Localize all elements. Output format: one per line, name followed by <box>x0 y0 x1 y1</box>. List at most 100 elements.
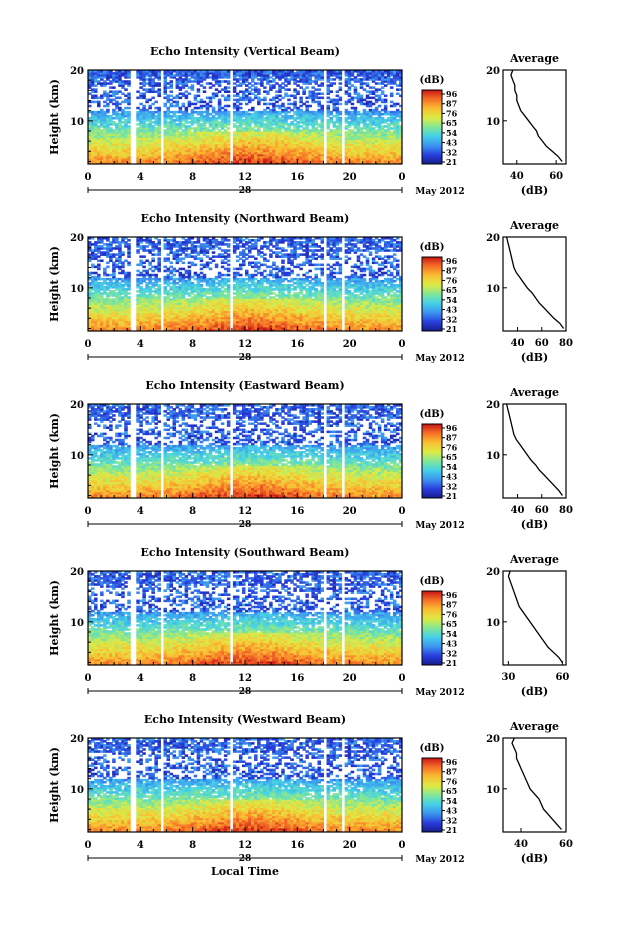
heatmap-cell <box>91 153 95 157</box>
heatmap-cell <box>172 100 177 104</box>
heatmap-cell <box>97 153 101 157</box>
heatmap-cell <box>142 273 146 277</box>
heatmap-cell <box>380 117 385 120</box>
heatmap-cell <box>166 121 171 124</box>
heatmap-cell <box>220 94 225 98</box>
heatmap-cell <box>193 110 198 114</box>
heatmap-cell <box>118 90 122 93</box>
heatmap-cell <box>290 114 294 118</box>
heatmap-cell <box>142 239 146 242</box>
heatmap-cell <box>163 125 167 128</box>
heatmap-cell <box>118 241 122 244</box>
heatmap-cell <box>115 143 119 147</box>
heatmap-cell <box>263 90 267 93</box>
heatmap-cell <box>157 123 161 126</box>
heatmap-cell <box>88 86 92 89</box>
heatmap-cell <box>332 129 337 132</box>
month-label: May 2012 <box>415 187 464 197</box>
heatmap-cell <box>245 84 249 87</box>
heatmap-cell <box>121 70 125 73</box>
heatmap-cell <box>157 110 161 114</box>
heatmap-cell <box>112 145 116 149</box>
heatmap-cell <box>142 161 146 165</box>
heatmap-cell <box>157 133 161 136</box>
heatmap-cell <box>278 94 282 98</box>
heatmap-cell <box>151 82 155 85</box>
heatmap-cell <box>187 261 192 265</box>
heatmap-cell <box>356 117 361 120</box>
heatmap-cell <box>115 149 119 153</box>
heatmap-cell <box>359 94 364 98</box>
heatmap-cell <box>97 72 101 75</box>
heatmap-cell <box>124 80 128 83</box>
heatmap-cell <box>124 70 128 73</box>
heatmap-cell <box>145 277 149 281</box>
heatmap-cell <box>103 112 107 116</box>
heatmap-cell <box>124 271 128 275</box>
heatmap-cell <box>163 88 167 91</box>
heatmap-cell <box>91 123 95 126</box>
heatmap-cell <box>127 139 131 143</box>
heatmap-cell <box>106 74 110 77</box>
heatmap-cell <box>154 123 158 126</box>
heatmap-cell <box>166 290 171 293</box>
heatmap-cell <box>281 131 285 134</box>
heatmap-cell <box>169 275 174 279</box>
heatmap-cell <box>338 110 343 114</box>
heatmap-cell <box>94 133 98 136</box>
heatmap-cell <box>187 298 192 301</box>
heatmap-cell <box>311 90 315 93</box>
heatmap-cell <box>157 257 161 260</box>
heatmap-cell <box>389 104 394 108</box>
heatmap-cell <box>142 74 146 77</box>
heatmap-cell <box>208 261 213 265</box>
heatmap-cell <box>208 267 213 271</box>
heatmap-cell <box>112 137 116 140</box>
heatmap-cell <box>148 137 152 140</box>
heatmap-cell <box>124 155 128 159</box>
heatmap-cell <box>151 70 155 73</box>
heatmap-cell <box>148 114 152 118</box>
heatmap-cell <box>281 102 285 106</box>
heatmap-cell <box>118 80 122 83</box>
heatmap-cell <box>181 247 186 250</box>
heatmap-cell <box>115 112 119 116</box>
heatmap-cell <box>97 161 101 165</box>
heatmap-cell <box>109 253 113 256</box>
heatmap-cell <box>163 135 167 138</box>
heatmap-cell <box>169 292 174 295</box>
heatmap-cell <box>296 84 300 87</box>
heatmap-cell <box>106 139 110 143</box>
heatmap-cell <box>314 88 318 91</box>
heatmap-cell <box>163 80 167 83</box>
heatmap-cell <box>100 139 104 143</box>
heatmap-cell <box>91 125 95 128</box>
heatmap-cell <box>190 102 195 106</box>
heatmap-cell <box>157 119 161 122</box>
heatmap-cell <box>139 133 143 136</box>
heatmap-cell <box>124 153 128 157</box>
heatmap-cell <box>196 94 201 98</box>
heatmap-cell <box>154 296 158 299</box>
heatmap-cell <box>241 110 246 114</box>
heatmap-cell <box>163 72 167 75</box>
heatmap-cell <box>106 137 110 140</box>
heatmap-cell <box>196 251 201 254</box>
heatmap-cell <box>154 90 158 93</box>
heatmap-cell <box>148 82 152 85</box>
heatmap-cell <box>251 84 255 87</box>
heatmap-cell <box>112 90 116 93</box>
heatmap-cell <box>142 88 146 91</box>
heatmap-cell <box>136 74 140 77</box>
heatmap-cell <box>284 106 288 110</box>
heatmap-cell <box>223 80 228 83</box>
heatmap-cell <box>91 90 95 93</box>
heatmap-cell <box>109 129 113 132</box>
heatmap-cell <box>326 84 331 87</box>
heatmap-cell <box>136 249 140 252</box>
heatmap-cell <box>142 119 146 122</box>
heatmap-cell <box>100 110 104 114</box>
heatmap-cell <box>100 251 104 254</box>
heatmap-cell <box>136 90 140 93</box>
heatmap-cell <box>308 90 312 93</box>
